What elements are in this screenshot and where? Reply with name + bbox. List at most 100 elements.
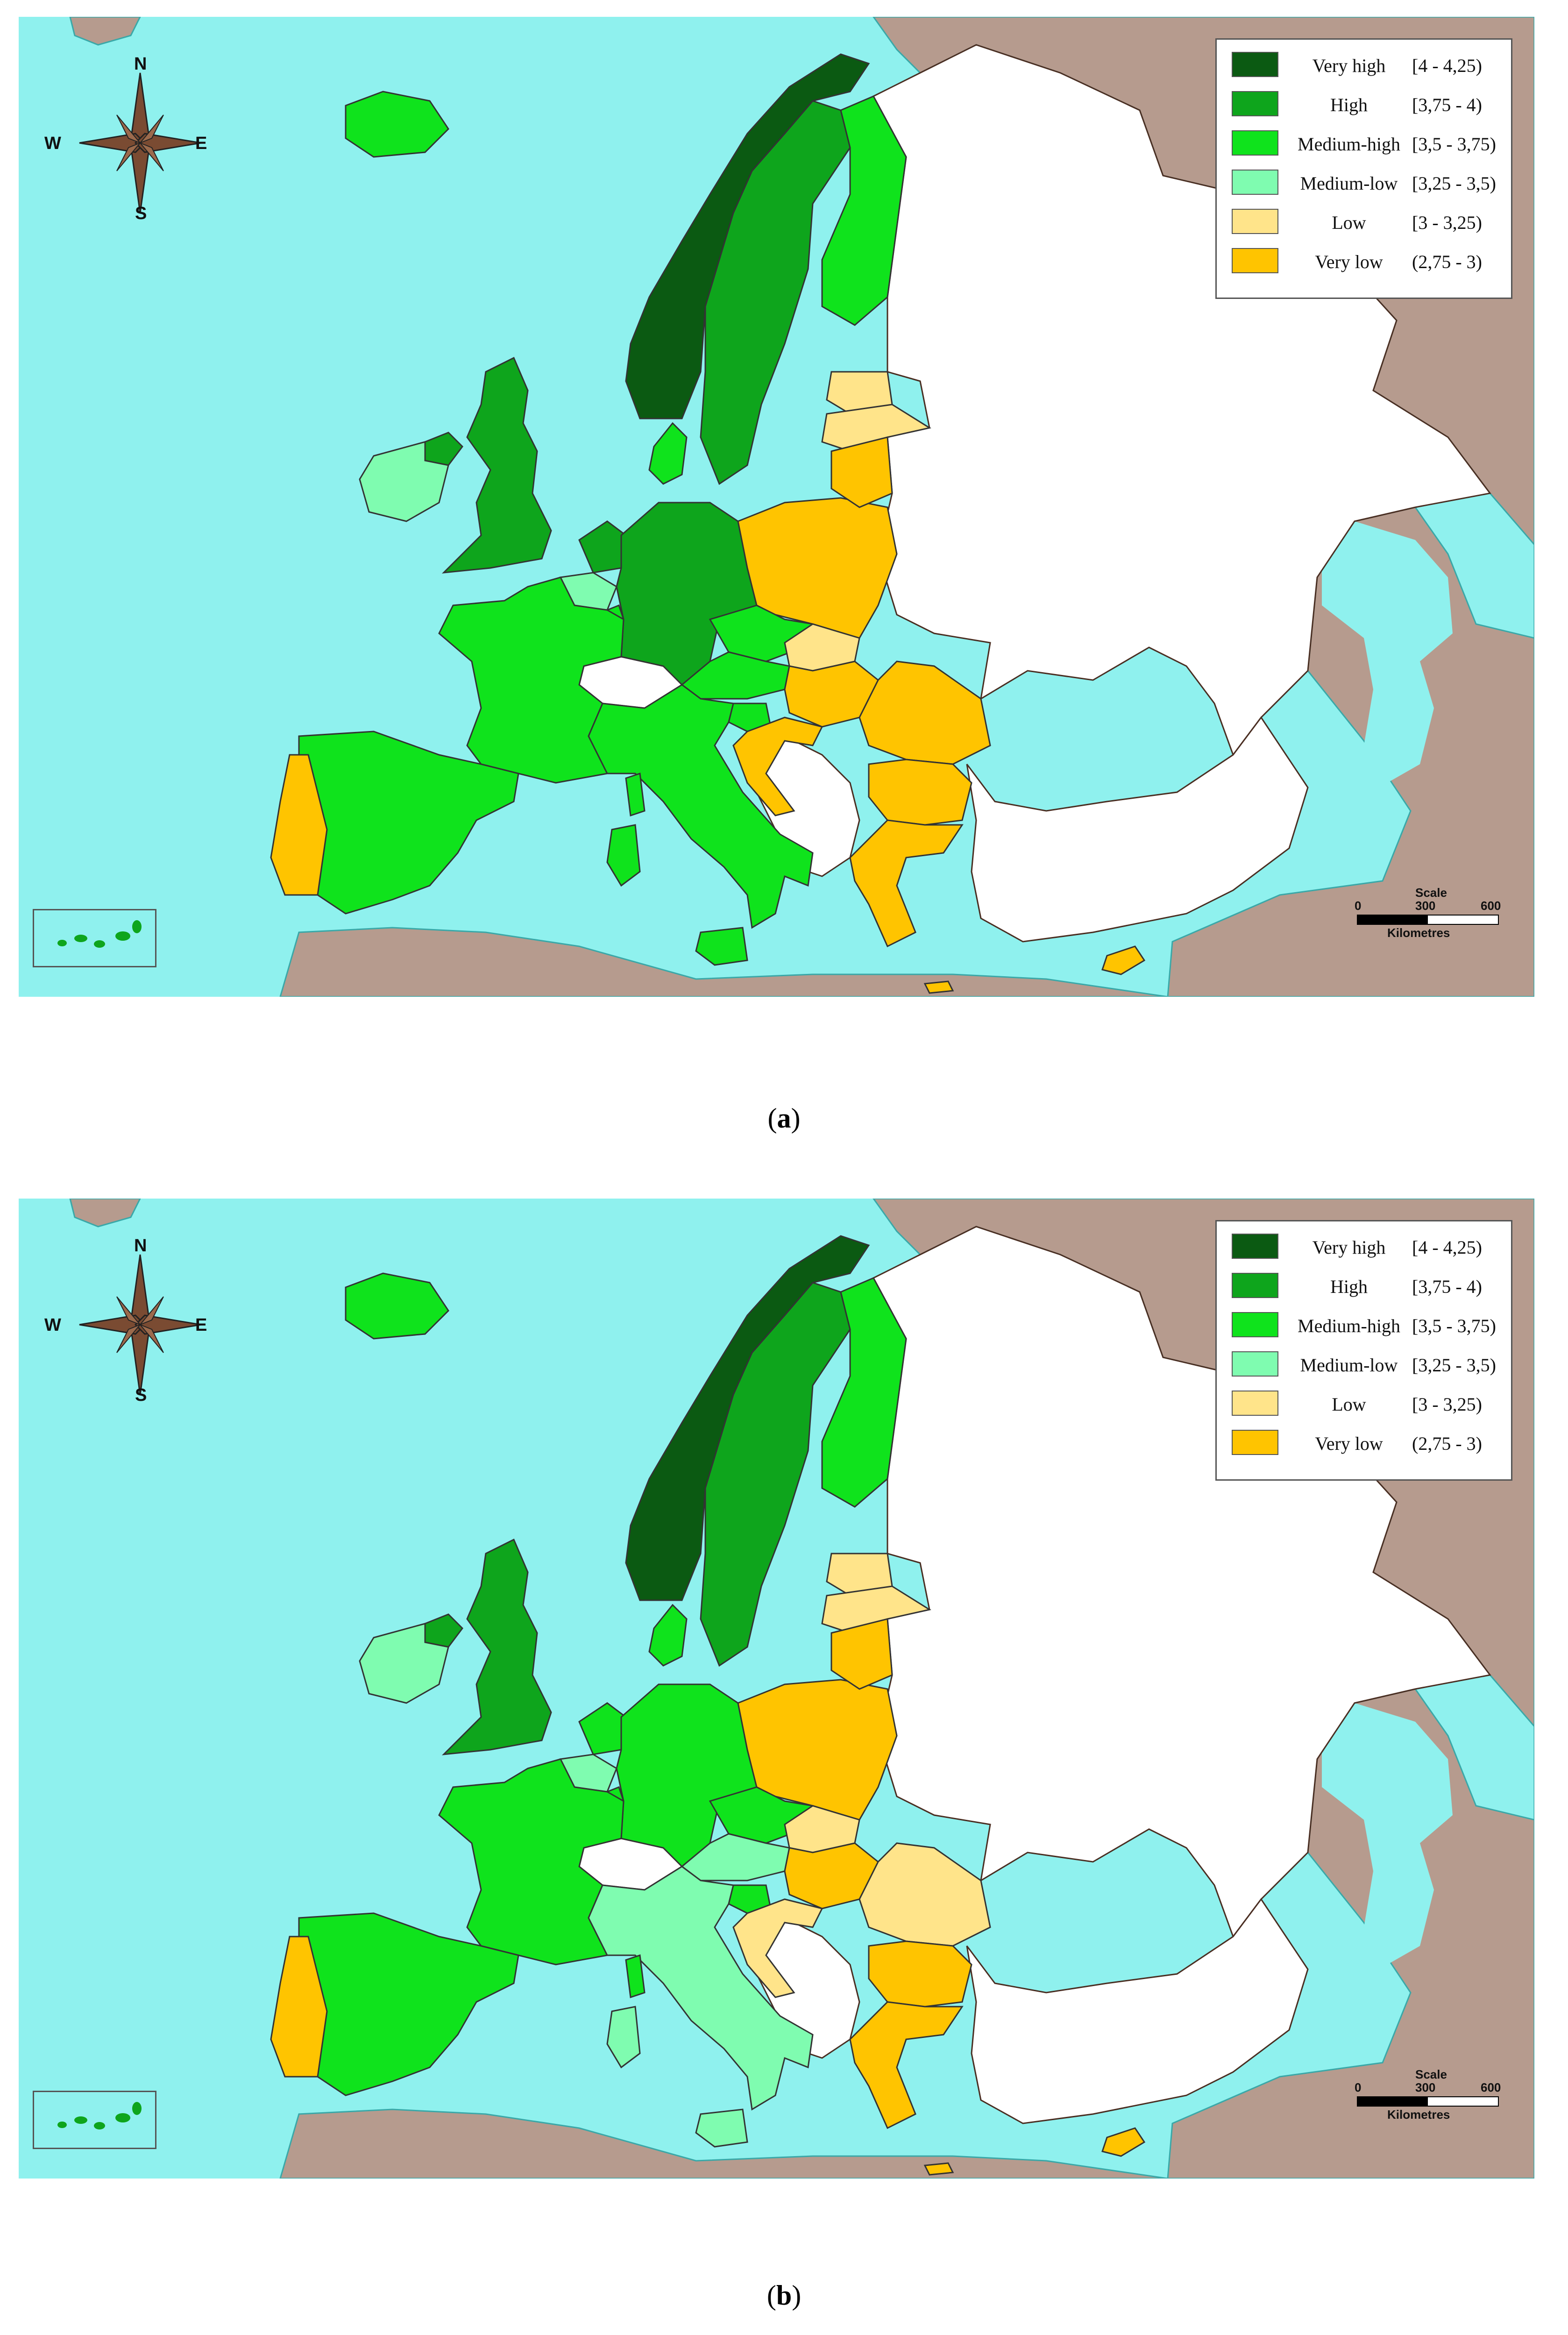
country-italy (588, 684, 814, 929)
country-malta (923, 2162, 954, 2176)
caption-a-letter: a (777, 1103, 791, 1134)
compass-east-label: E (195, 134, 207, 153)
compass-rose-icon (79, 1254, 201, 1395)
compass-rose-icon (79, 72, 201, 213)
island-corsica (625, 1954, 646, 1999)
legend-swatch (1232, 52, 1278, 77)
country-sweden (700, 100, 851, 485)
caption-b: (b) (766, 2280, 802, 2311)
scale-unit: Kilometres (1387, 2108, 1450, 2122)
country-denmark (648, 1604, 688, 1667)
country-malta (923, 980, 954, 994)
country-croatia (732, 1898, 823, 1998)
compass-north-label: N (134, 54, 147, 74)
country-cyprus (1101, 945, 1146, 975)
legend-label: High (1330, 94, 1368, 115)
legend-label: Very high (1312, 1237, 1386, 1258)
legend-label: High (1330, 1276, 1368, 1297)
country-sweden (700, 1282, 851, 1667)
land-greenland (69, 1199, 141, 1228)
legend-range: [3,75 - 4) (1412, 94, 1482, 115)
legend-item: Very low (2,75 - 3) (1225, 246, 1505, 275)
legend-range: (2,75 - 3) (1412, 251, 1482, 272)
legend-range: [3 - 3,25) (1412, 1394, 1482, 1415)
country-cyprus (1101, 2127, 1146, 2157)
legend-item: Very low (2,75 - 3) (1225, 1428, 1505, 1457)
island-corsica (625, 772, 646, 817)
scale-tick-600: 600 (1481, 2080, 1501, 2094)
country-ireland (359, 441, 449, 522)
canary-islands-inset (33, 909, 156, 967)
legend-swatch (1232, 1430, 1278, 1455)
compass-east-label: E (195, 1315, 207, 1335)
legend-item: Medium-high [3,5 - 3,75) (1225, 1310, 1505, 1339)
country-poland (737, 497, 898, 639)
legend-swatch (1232, 1391, 1278, 1416)
scale-tick-300: 300 (1415, 2080, 1436, 2094)
legend-range: [4 - 4,25) (1412, 55, 1482, 76)
legend-swatch (1232, 1312, 1278, 1337)
legend-label: Medium-high (1298, 134, 1400, 155)
legend-range: [3,25 - 3,5) (1412, 1355, 1496, 1376)
legend-label: Medium-high (1298, 1315, 1400, 1336)
country-denmark (648, 422, 688, 485)
country-ireland (359, 1623, 449, 1704)
country-finland (821, 1277, 907, 1508)
caption-b-letter: b (776, 2280, 792, 2311)
legend-label: Very high (1312, 55, 1386, 76)
black-sea (967, 1829, 1233, 1993)
legend-swatch (1232, 1351, 1278, 1377)
map-panel-b: N S E W Very high [4 - 4,25) High [3,75 - 4… (19, 1199, 1534, 2179)
legend-label: Medium-low (1300, 1355, 1398, 1376)
legend-label: Low (1332, 1394, 1366, 1415)
legend-swatch (1232, 248, 1278, 273)
legend-item: Very high [4 - 4,25) (1225, 50, 1505, 79)
country-finland (821, 95, 907, 326)
country-portugal (270, 754, 328, 896)
scale-tick-600: 600 (1481, 899, 1501, 913)
legend-label: Medium-low (1300, 173, 1398, 194)
scale-bar: Scale 0 300 600 Kilometres (1355, 2067, 1513, 2123)
island-sicily (695, 927, 748, 966)
country-lithuania (830, 436, 893, 508)
legend-range: [3 - 3,25) (1412, 212, 1482, 233)
legend-item: High [3,75 - 4) (1225, 89, 1505, 118)
island-sardinia (606, 2006, 641, 2069)
country-romania (858, 1842, 991, 1947)
country-poland (737, 1679, 898, 1821)
caspian-sea (1322, 1703, 1453, 1965)
country-turkey (966, 716, 1309, 943)
legend-range: [3,5 - 3,75) (1412, 1315, 1496, 1336)
canary-islands-map (57, 920, 142, 948)
country-greece (849, 2001, 964, 2129)
land-africa (279, 2108, 1168, 2179)
compass-north-label: N (134, 1236, 147, 1256)
black-sea (967, 647, 1233, 811)
legend-swatch (1232, 170, 1278, 195)
legend-label: Low (1332, 212, 1366, 233)
scale-title: Scale (1415, 886, 1447, 900)
country-bulgaria (868, 1940, 972, 2008)
legend-item: Low [3 - 3,25) (1225, 207, 1505, 236)
country-uk (441, 1538, 552, 1755)
scale-tick-0: 0 (1355, 2080, 1362, 2094)
land-greenland (69, 17, 141, 46)
scale-bar: Scale 0 300 600 Kilometres (1355, 886, 1513, 942)
country-greece (849, 819, 964, 948)
legend-item: Medium-low [3,25 - 3,5) (1225, 1349, 1505, 1378)
legend-swatch (1232, 130, 1278, 156)
scale-tick-300: 300 (1415, 899, 1436, 913)
map-panel-a: N S E W Very high [4 - 4,25) High [3,75 - 4… (19, 17, 1534, 997)
legend-swatch (1232, 209, 1278, 234)
canary-islands-inset (33, 2091, 156, 2149)
compass-south-label: S (135, 204, 147, 223)
scale-title: Scale (1415, 2067, 1447, 2081)
legend: Very high [4 - 4,25) High [3,75 - 4) Medium-… (1215, 38, 1512, 299)
compass-west-label: W (44, 1315, 61, 1335)
legend-range: [3,5 - 3,75) (1412, 134, 1496, 155)
scale-unit: Kilometres (1387, 926, 1450, 940)
legend-swatch (1232, 1273, 1278, 1298)
country-uk (441, 356, 552, 574)
legend-range: [3,75 - 4) (1412, 1276, 1482, 1297)
legend-item: Low [3 - 3,25) (1225, 1389, 1505, 1418)
